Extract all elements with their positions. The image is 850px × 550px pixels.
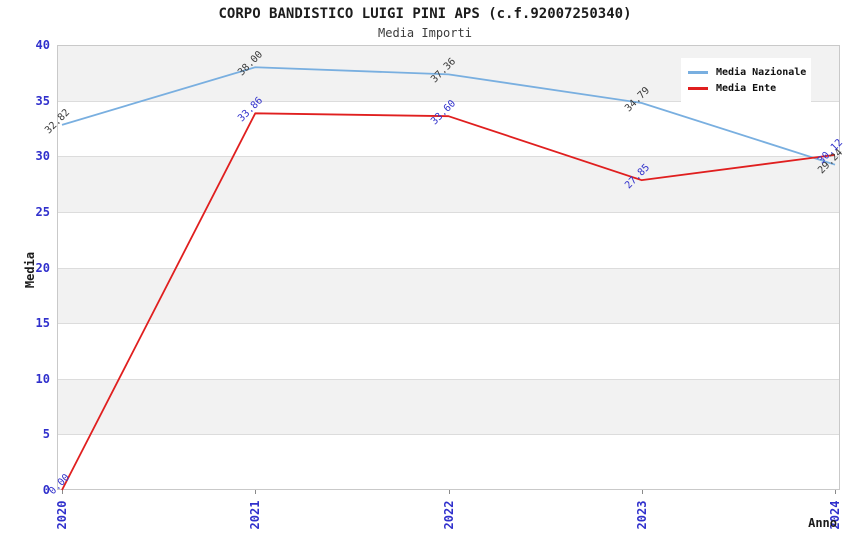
y-tick-label: 10 [35,371,50,386]
legend-label: Media Ente [716,82,777,94]
x-tick-label: 2021 [248,500,263,530]
legend-item-media-ente: Media Ente [688,80,805,96]
y-tick-label: 40 [35,38,50,52]
media-ente-line-swatch [688,86,708,90]
x-axis-title: Anno [808,516,837,530]
x-tick-mark [835,490,836,494]
legend-item-media-nazionale: Media Nazionale [688,64,807,80]
chart-title: CORPO BANDISTICO LUIGI PINI APS (c.f.920… [218,6,632,22]
x-tick-mark [255,490,256,494]
chart-subtitle: Media Importi [378,26,472,40]
y-tick-label: 25 [35,204,50,219]
x-tick-label: 2020 [55,500,69,530]
y-tick-label: 35 [35,93,50,108]
y-axis-title: Media [23,251,37,289]
y-tick-label: 5 [42,427,50,442]
x-tick-mark [642,490,643,494]
x-tick-mark [62,490,63,494]
legend-label: Media Nazionale [716,66,807,78]
x-tick-label: 2023 [634,500,649,530]
media-nazionale-line-swatch [688,70,708,74]
y-tick-label: 0 [42,483,50,497]
y-tick-label: 30 [35,149,50,164]
y-tick-label: 15 [35,316,50,331]
x-tick-mark [449,490,450,494]
x-tick-label: 2022 [441,500,456,530]
y-tick-label: 20 [35,260,50,275]
legend: Media Nazionale Media Ente [681,58,811,102]
